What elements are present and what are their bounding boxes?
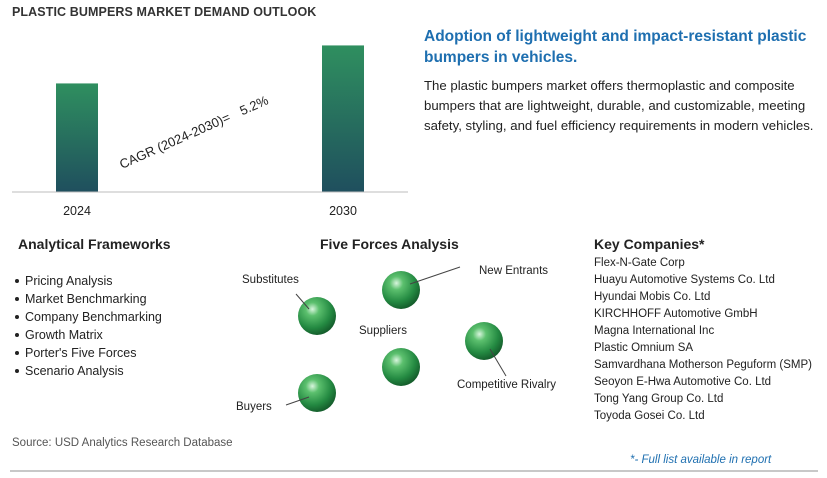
x-tick-label: 2030 [329, 204, 357, 218]
company-item: Flex-N-Gate Corp [594, 257, 685, 269]
headline: Adoption of lightweight and impact-resis… [424, 28, 807, 66]
x-tick-label: 2024 [63, 204, 91, 218]
company-item: Seoyon E-Hwa Automotive Co. Ltd [594, 376, 772, 388]
framework-item: Porter's Five Forces [12, 344, 162, 362]
force-connector [285, 396, 310, 406]
cagr-value: 5.2% [237, 92, 271, 118]
source-note: Source: USD Analytics Research Database [12, 437, 233, 449]
company-item: Toyoda Gosei Co. Ltd [594, 410, 705, 422]
force-connector [409, 266, 461, 285]
bar-2030 [322, 45, 364, 192]
frameworks-list: Pricing Analysis Market Benchmarking Com… [12, 272, 162, 380]
company-item: Plastic Omnium SA [594, 342, 694, 354]
force-connector [295, 293, 310, 310]
force-sphere-icon [298, 297, 336, 335]
company-item: KIRCHHOFF Automotive GmbH [594, 308, 758, 320]
company-item: Huayu Automotive Systems Co. Ltd [594, 274, 775, 286]
key-companies-title: Key Companies* [594, 236, 705, 252]
five-forces-title: Five Forces Analysis [320, 236, 459, 252]
company-item: Samvardhana Motherson Peguform (SMP) [594, 359, 812, 371]
description: The plastic bumpers market offers thermo… [424, 78, 814, 133]
force-label: Suppliers [359, 325, 407, 337]
force-connector [489, 348, 507, 377]
force-sphere-icon [298, 374, 336, 412]
force-label: New Entrants [479, 265, 548, 277]
force-label: Substitutes [242, 274, 299, 286]
company-item: Tong Yang Group Co. Ltd [594, 393, 724, 405]
company-item: Magna International Inc [594, 325, 715, 337]
framework-item: Pricing Analysis [12, 272, 162, 290]
bottom-divider [10, 470, 818, 472]
frameworks-title: Analytical Frameworks [18, 236, 171, 252]
force-sphere-icon [382, 271, 420, 309]
bar-2024 [56, 83, 98, 192]
force-label: Competitive Rivalry [457, 379, 556, 391]
framework-item: Company Benchmarking [12, 308, 162, 326]
force-sphere-icon [382, 348, 420, 386]
cagr-annotation: CAGR (2024-2030)=5.2% [117, 92, 271, 171]
company-item: Hyundai Mobis Co. Ltd [594, 291, 711, 303]
companies-list: Flex-N-Gate Corp Huayu Automotive System… [594, 255, 814, 425]
framework-item: Scenario Analysis [12, 362, 162, 380]
chart-title: PLASTIC BUMPERS MARKET DEMAND OUTLOOK [12, 5, 317, 19]
force-sphere-icon [465, 322, 503, 360]
framework-item: Growth Matrix [12, 326, 162, 344]
framework-item: Market Benchmarking [12, 290, 162, 308]
full-list-note: *- Full list available in report [630, 454, 772, 466]
cagr-label: CAGR (2024-2030)= [117, 109, 232, 171]
force-label: Buyers [236, 401, 272, 413]
